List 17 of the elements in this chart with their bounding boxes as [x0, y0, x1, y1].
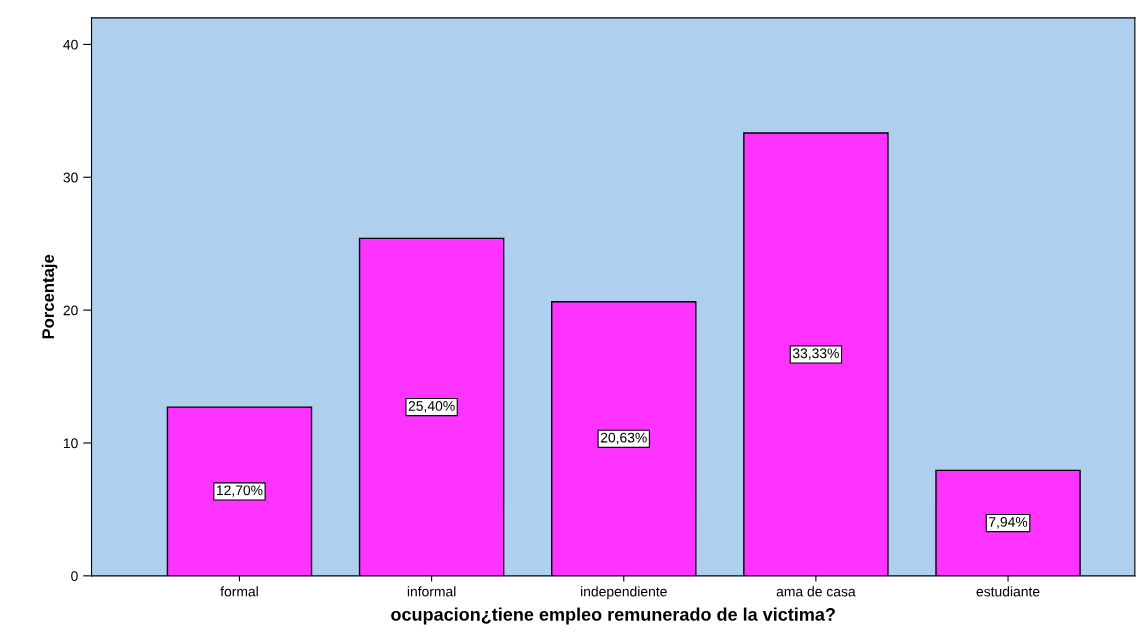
data-label: 7,94%: [989, 517, 1028, 529]
y-tick-label: 40: [63, 39, 78, 50]
y-axis-title: Porcentaje: [41, 254, 58, 339]
x-axis-title: ocupacion¿tiene empleo remunerado de la victima?: [391, 607, 835, 625]
x-tick-label: informal: [407, 586, 456, 597]
data-label: 12,70%: [216, 485, 263, 497]
x-tick-label: formal: [220, 586, 258, 597]
y-tick-label: 10: [63, 438, 78, 449]
y-tick-label: 20: [63, 305, 78, 316]
data-label: 25,40%: [408, 401, 455, 413]
x-tick-label: independiente: [581, 586, 667, 600]
x-tick-label: ama de casa: [776, 586, 856, 597]
y-tick-label: 0: [71, 571, 78, 582]
x-tick-label: estudiante: [976, 586, 1040, 597]
y-tick-label: 30: [63, 172, 78, 183]
data-label: 20,63%: [600, 432, 647, 445]
data-label: 33,33%: [792, 348, 839, 360]
